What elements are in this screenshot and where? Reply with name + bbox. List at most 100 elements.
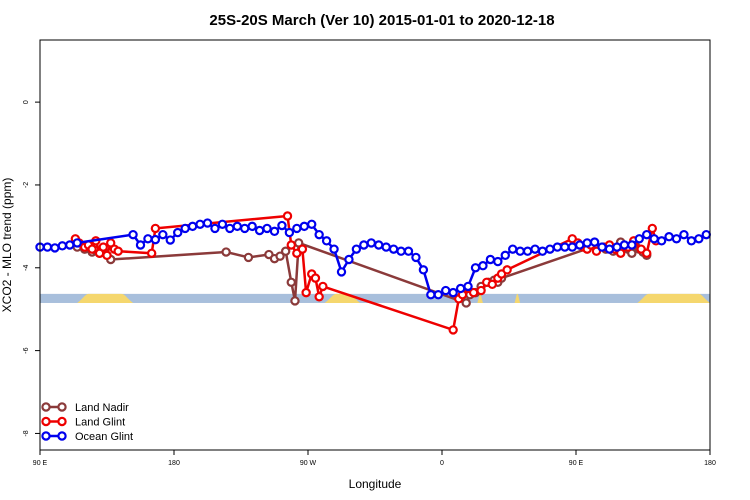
data-point <box>282 211 293 221</box>
data-point <box>113 246 123 256</box>
data-point <box>396 246 406 256</box>
data-point <box>262 223 272 234</box>
y-tick-label: -6 <box>23 347 30 353</box>
data-point <box>98 242 108 252</box>
data-point <box>478 261 488 271</box>
data-point <box>664 232 674 242</box>
data-point <box>292 223 302 234</box>
data-point <box>50 243 60 253</box>
land-mask-band <box>40 293 710 303</box>
data-point <box>195 219 205 229</box>
data-point <box>642 248 652 258</box>
data-point <box>545 244 555 254</box>
data-point <box>173 227 183 238</box>
legend-item-land-glint: Land Glint <box>41 416 125 429</box>
legend-label: Ocean Glint <box>75 431 133 443</box>
data-point <box>314 229 324 240</box>
data-point <box>351 244 362 254</box>
chart-title: 25S-20S March (Ver 10) 2015-01-01 to 202… <box>209 12 554 29</box>
data-point <box>679 229 689 240</box>
data-point <box>225 223 235 234</box>
data-point <box>217 219 228 229</box>
data-point <box>502 265 512 275</box>
legend-label: Land Nadir <box>75 402 129 414</box>
legend-marker <box>57 402 67 412</box>
data-point <box>307 219 317 229</box>
data-point <box>286 277 296 287</box>
y-axis-label: XCO2 - MLO trend (ppm) <box>0 178 14 313</box>
y-tick-label: -4 <box>23 265 30 271</box>
x-axis-label: Longitude <box>349 477 402 491</box>
ocean-band <box>40 293 710 303</box>
data-point <box>329 244 339 254</box>
data-point <box>522 246 533 256</box>
x-tick-label: 90 W <box>300 460 317 467</box>
data-point <box>65 240 75 250</box>
data-point <box>290 296 300 306</box>
data-point <box>671 234 682 244</box>
legend-marker <box>57 416 67 427</box>
legend-item-land-nadir: Land Nadir <box>41 402 129 414</box>
legend-label: Land Glint <box>75 417 125 429</box>
land-segment-0 <box>77 293 134 303</box>
data-point <box>165 235 175 245</box>
data-point <box>277 220 287 231</box>
data-point <box>642 229 652 240</box>
data-point <box>530 244 540 254</box>
data-point <box>634 234 644 244</box>
data-point <box>150 223 161 234</box>
data-point <box>374 240 384 250</box>
land-segment-3 <box>514 293 521 303</box>
data-point <box>552 242 563 252</box>
data-point <box>180 223 190 234</box>
data-point <box>649 234 659 244</box>
data-point <box>150 234 161 245</box>
y-tick-label: -2 <box>23 182 30 188</box>
data-point <box>318 281 328 292</box>
data-point <box>582 238 592 248</box>
data-point <box>359 240 369 250</box>
data-point <box>686 236 697 246</box>
data-point <box>455 283 466 294</box>
data-point <box>388 244 399 254</box>
data-point <box>604 244 615 254</box>
data-point <box>336 267 347 277</box>
data-point <box>575 240 585 250</box>
x-tick-label: 0 <box>440 460 444 467</box>
data-point <box>461 298 471 308</box>
data-point <box>500 250 510 261</box>
data-point <box>647 223 658 234</box>
legend-marker <box>57 431 67 441</box>
land-segment-2 <box>477 293 483 303</box>
data-point <box>656 236 667 246</box>
data-point <box>275 251 285 261</box>
legend-item-ocean-glint: Ocean Glint <box>41 431 133 443</box>
plot-frame <box>39 39 711 451</box>
data-point <box>619 240 630 250</box>
x-tick-label: 90 E <box>569 460 584 467</box>
data-point <box>418 265 429 275</box>
data-point <box>202 218 213 228</box>
data-point <box>403 246 414 256</box>
series-line-land-nadir <box>76 240 648 305</box>
data-point <box>508 244 518 254</box>
data-point <box>254 225 265 236</box>
data-point <box>143 234 153 244</box>
data-point <box>448 325 458 335</box>
y-axis: 0 -2 -4 -6 -8 <box>23 100 40 437</box>
y-tick-label: 0 <box>23 100 30 104</box>
data-point <box>221 247 231 257</box>
data-point <box>299 221 309 232</box>
data-point <box>448 287 458 298</box>
data-point <box>560 242 570 252</box>
data-point <box>515 246 525 256</box>
data-point <box>284 227 295 238</box>
x-tick-label: 180 <box>704 460 716 467</box>
data-point <box>567 242 577 252</box>
data-point <box>612 242 622 252</box>
data-point <box>366 238 376 248</box>
land-segment-4 <box>637 293 710 303</box>
series-layer <box>35 211 711 335</box>
y-tick-label: -8 <box>23 430 30 436</box>
